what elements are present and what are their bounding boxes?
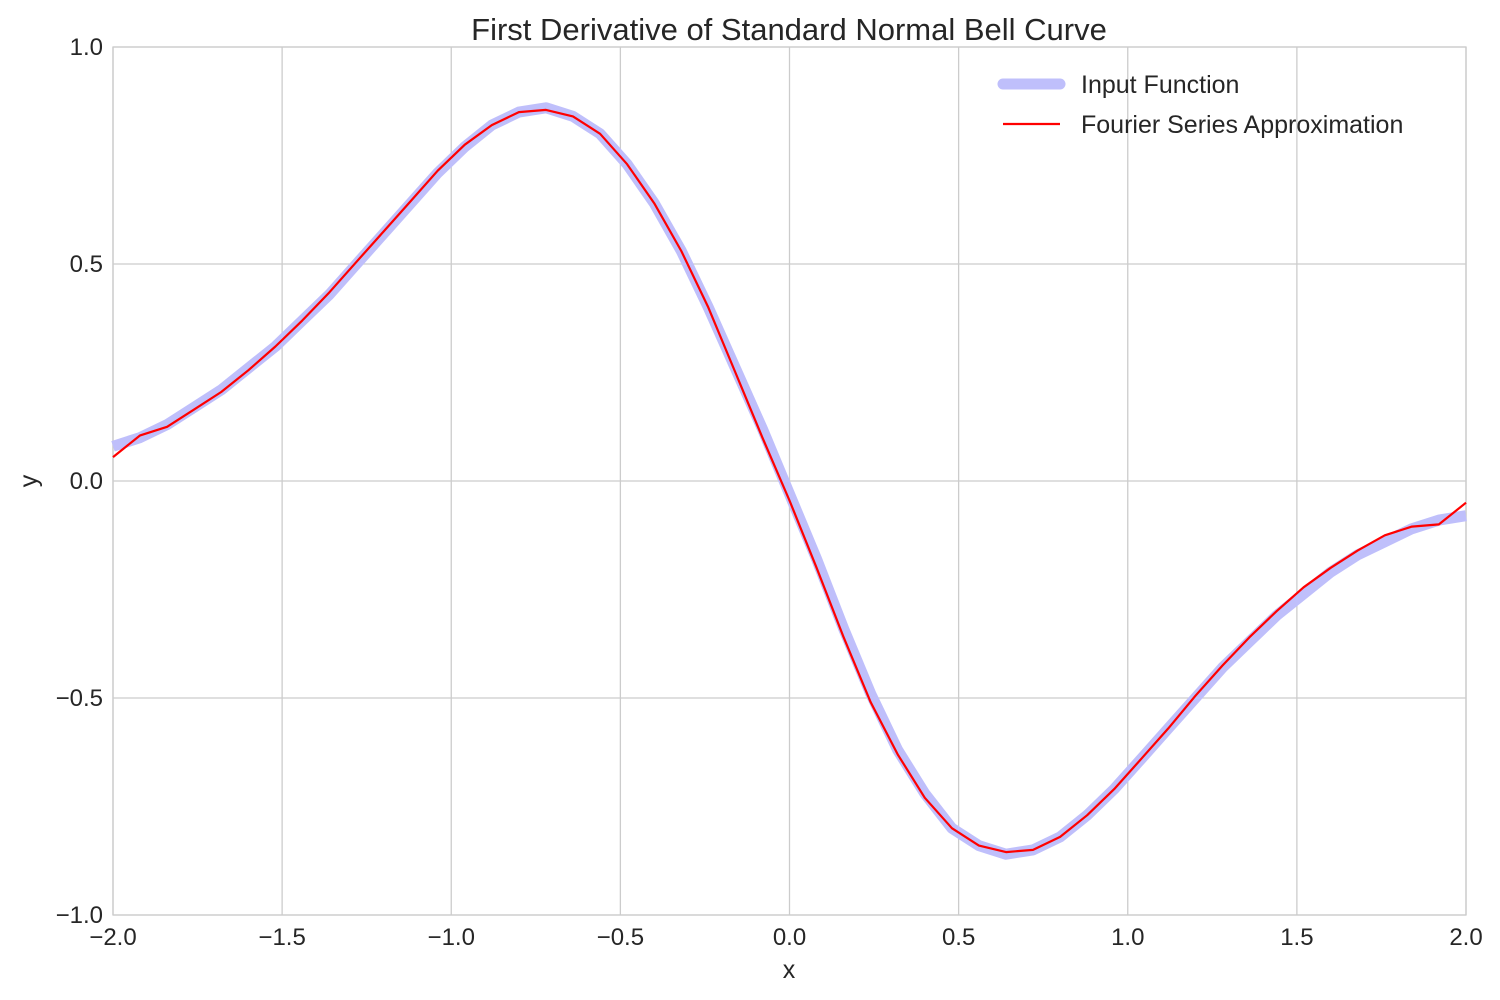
series-line-input-function [111,102,1467,860]
series-line-fourier-approximation [112,108,1467,854]
legend-label: Input Function [1081,71,1239,99]
y-tick-label: 0.5 [70,251,103,278]
x-tick-label: 0.0 [773,924,806,951]
y-tick-label: −1.0 [56,902,103,929]
legend-item-fourier-approximation: Fourier Series Approximation [1003,111,1403,139]
y-tick-label: 1.0 [70,34,103,61]
legend: Input Function Fourier Series Approximati… [997,71,1403,139]
y-tick-labels: −1.0 −0.5 0.0 0.5 1.0 [56,34,103,929]
y-tick-label: −0.5 [56,685,103,712]
x-tick-label: −0.5 [597,924,644,951]
x-tick-labels: −2.0 −1.5 −1.0 −0.5 0.0 0.5 1.0 1.5 2.0 [89,924,1482,951]
series-layer [111,102,1467,860]
y-tick-label: 0.0 [70,468,103,495]
legend-label: Fourier Series Approximation [1081,111,1403,139]
x-tick-label: 1.5 [1280,924,1313,951]
x-axis-label: x [783,956,796,984]
x-tick-label: 2.0 [1449,924,1482,951]
x-tick-label: 1.0 [1111,924,1144,951]
chart-title: First Derivative of Standard Normal Bell… [471,12,1107,47]
x-tick-label: 0.5 [942,924,975,951]
x-tick-label: −2.0 [89,924,136,951]
plot-frame [112,46,1467,916]
y-axis-label: y [15,474,43,487]
x-tick-label: −1.5 [258,924,305,951]
x-tick-label: −1.0 [428,924,475,951]
legend-item-input-function: Input Function [997,71,1239,99]
